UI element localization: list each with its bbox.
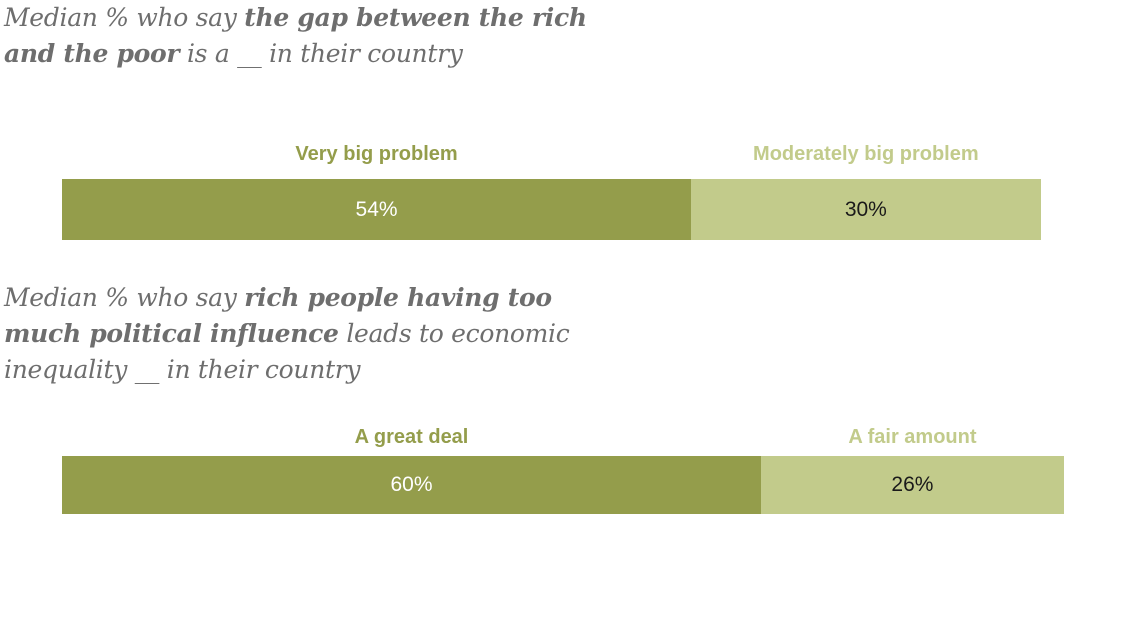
chart-2-bar-a-great-deal bbox=[62, 456, 761, 514]
chart-2-value-label-a-great-deal: 60% bbox=[390, 473, 433, 496]
chart-1-bar-very-big-problem bbox=[62, 179, 692, 240]
chart-2-category-label-a-fair-amount: A fair amount bbox=[848, 426, 977, 448]
chart-1-title: Median % who say the gap between the ric… bbox=[4, 3, 587, 68]
chart-2-value-label-a-fair-amount: 26% bbox=[891, 473, 934, 496]
chart-1-value-label-moderately-big-problem: 30% bbox=[844, 197, 887, 221]
chart-1-value-label-very-big-problem: 54% bbox=[355, 197, 398, 221]
chart-2-bar-a-fair-amount bbox=[761, 456, 1064, 514]
chart-1-category-label-very-big-problem: Very big problem bbox=[295, 143, 458, 165]
chart-1-bar-moderately-big-problem bbox=[691, 179, 1041, 240]
chart-2-category-label-a-great-deal: A great deal bbox=[354, 426, 469, 448]
chart-2-title: Median % who say rich people having too m… bbox=[4, 283, 570, 384]
chart-1-category-label-moderately-big-problem: Moderately big problem bbox=[753, 143, 979, 165]
